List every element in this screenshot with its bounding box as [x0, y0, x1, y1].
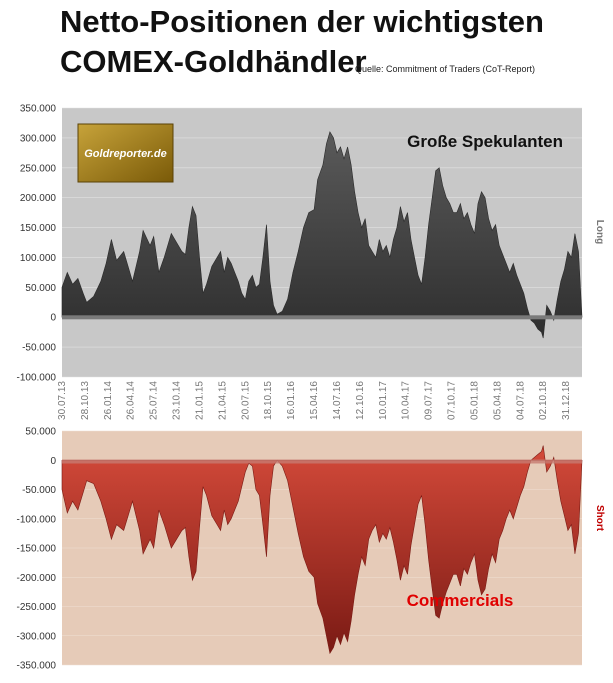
y-tick-label: 0	[50, 456, 56, 467]
y-tick-label: -50.000	[22, 343, 56, 354]
y-tick-label: 300.000	[20, 133, 57, 144]
y-tick-label: 250.000	[20, 163, 57, 174]
x-tick-label: 30.07.13	[57, 381, 68, 420]
x-tick-label: 16.01.16	[286, 381, 297, 420]
x-tick-label: 14.07.16	[332, 381, 343, 420]
y-tick-label: 350.000	[20, 104, 57, 115]
y-tick-label: 100.000	[20, 253, 57, 264]
x-tick-label: 10.01.17	[378, 381, 389, 420]
x-tick-label: 15.04.16	[309, 381, 320, 420]
x-tick-label: 28.10.13	[80, 381, 91, 420]
y-tick-label: -100.000	[17, 373, 57, 384]
side-label-short: Short	[594, 505, 605, 532]
bottom-zero-line	[62, 459, 582, 464]
x-tick-label: 25.07.14	[149, 381, 160, 420]
logo-text: Goldreporter.de	[84, 148, 167, 160]
y-tick-label: 50.000	[25, 283, 56, 294]
x-tick-label: 31.12.18	[561, 381, 572, 420]
side-label-long: Long	[594, 220, 605, 244]
x-tick-label: 23.10.14	[172, 381, 183, 420]
y-tick-label: -300.000	[17, 631, 57, 642]
source-note: Quelle: Commitment of Traders (CoT-Repor…	[355, 64, 536, 74]
y-tick-label: -50.000	[22, 485, 56, 496]
y-tick-label: 200.000	[20, 193, 57, 204]
chart-title-line2: COMEX-Goldhändler	[60, 44, 367, 79]
x-tick-label: 12.10.16	[355, 381, 366, 420]
long-area-series	[61, 131, 583, 339]
x-tick-label: 20.07.15	[240, 381, 251, 420]
x-tick-label: 02.10.18	[538, 381, 549, 420]
x-tick-label: 09.07.17	[424, 381, 435, 420]
x-tick-label: 26.04.14	[126, 381, 137, 420]
x-tick-label: 07.10.17	[447, 381, 458, 420]
series-label-large-speculators: Große Spekulanten	[407, 132, 563, 151]
y-tick-label: -200.000	[17, 573, 57, 584]
y-tick-label: -250.000	[17, 602, 57, 613]
y-tick-label: -100.000	[17, 514, 57, 525]
x-tick-label: 21.04.15	[217, 381, 228, 420]
logo: Goldreporter.de	[77, 123, 174, 183]
y-tick-label: 50.000	[25, 427, 56, 438]
y-tick-label: 0	[50, 313, 56, 324]
chart-title-line1: Netto-Positionen der wichtigsten	[60, 4, 544, 39]
x-tick-label: 05.01.18	[469, 381, 480, 420]
x-tick-label: 04.07.18	[515, 381, 526, 420]
y-tick-label: 150.000	[20, 223, 57, 234]
y-tick-label: -350.000	[17, 661, 57, 672]
x-tick-label: 10.04.17	[401, 381, 412, 420]
short-area-series	[61, 445, 583, 655]
x-tick-label: 21.01.15	[194, 381, 205, 420]
y-tick-label: -150.000	[17, 544, 57, 555]
x-tick-label: 05.04.18	[492, 381, 503, 420]
series-label-commercials: Commercials	[407, 591, 514, 610]
top-zero-line	[62, 315, 582, 320]
x-tick-label: 26.01.14	[103, 381, 114, 420]
x-tick-label: 18.10.15	[263, 381, 274, 420]
